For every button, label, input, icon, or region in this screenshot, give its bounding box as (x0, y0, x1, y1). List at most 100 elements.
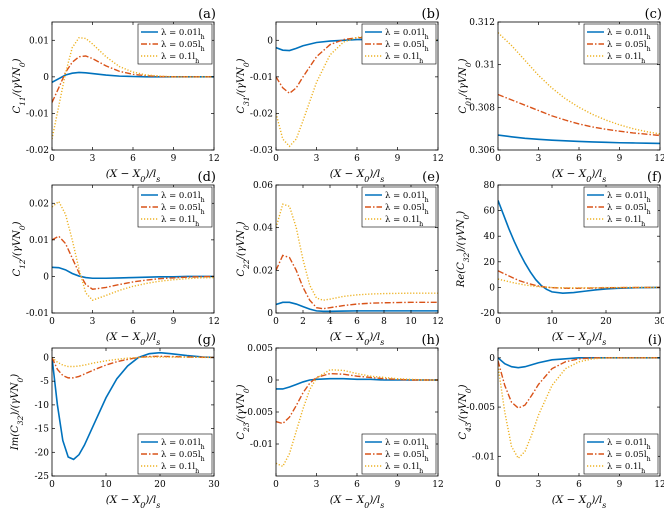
legend-label-3: λ = 0.1lh (607, 52, 645, 65)
legend-label-2: λ = 0.05lh (161, 450, 205, 463)
y-tick-label: 0 (489, 354, 495, 364)
legend-label-3: λ = 0.1lh (385, 462, 423, 475)
x-tick-label: 6 (576, 154, 582, 164)
series-line-2 (276, 254, 438, 310)
y-axis-label: C11/(γVN0) (12, 58, 27, 113)
series-line-3 (276, 203, 438, 301)
y-tick-label: 0.306 (469, 146, 495, 156)
y-tick-label: 0 (489, 283, 495, 293)
series-line-1 (52, 351, 214, 461)
axes-box (497, 184, 661, 314)
x-tick-label: 3 (314, 480, 320, 490)
y-tick-label: -25 (35, 472, 50, 482)
legend-label-1: λ = 0.01lh (161, 438, 205, 451)
x-tick-label: 9 (617, 480, 623, 490)
y-tick-label: -0.01 (250, 440, 273, 450)
panel-c: 0 3 6 9 12 0.306 0.308 0.31 0.312 (X − X0)/ls C01/… (458, 7, 664, 184)
x-axis-label: (X − X0)/ls (552, 168, 607, 184)
y-tick-label: 0 (267, 36, 273, 46)
series-line-2 (498, 357, 660, 409)
series-line-1 (498, 200, 660, 294)
y-tick-label: -0.01 (26, 109, 49, 119)
y-axis-label: C01/(γVN0) (458, 58, 473, 113)
x-tick-label: 0 (273, 154, 279, 164)
x-tick-label: 12 (432, 317, 443, 327)
panel-label: (d) (198, 170, 216, 185)
legend-label-2: λ = 0.05lh (385, 203, 429, 216)
legend-label-2: λ = 0.05lh (607, 203, 651, 216)
y-tick-label: -5 (40, 377, 49, 387)
panel-g: 0 10 20 30 -25 -20 -15 -10 -5 0 (X − X0)/ls Im(C32)… (10, 333, 220, 510)
series-line-2 (498, 270, 660, 290)
x-tick-label: 9 (171, 317, 177, 327)
x-tick-label: 3 (90, 154, 96, 164)
legend-label-2: λ = 0.05lh (161, 40, 205, 53)
axes-box (51, 347, 215, 477)
x-tick-label: 12 (432, 480, 443, 490)
series-line-1 (498, 357, 660, 369)
x-tick-label: 10 (546, 317, 558, 327)
x-tick-label: 9 (395, 154, 401, 164)
series-line-1 (276, 301, 438, 313)
legend-label-1: λ = 0.01lh (161, 28, 205, 41)
y-tick-label: 0 (43, 353, 49, 363)
x-tick-label: 12 (654, 154, 664, 164)
y-tick-label: 0.31 (475, 61, 495, 71)
y-tick-label: 0 (43, 73, 49, 83)
y-axis-label: C23/(γVN0) (236, 384, 251, 439)
x-tick-label: 0 (49, 154, 55, 164)
y-tick-label: -0.01 (472, 452, 495, 462)
y-tick-label: 0.02 (29, 199, 49, 209)
x-tick-label: 0 (495, 317, 501, 327)
y-axis-label: Re(C32)/(γVN0) (456, 211, 471, 288)
y-tick-label: 0 (267, 309, 273, 319)
x-tick-label: 6 (130, 154, 136, 164)
x-tick-label: 6 (576, 480, 582, 490)
x-tick-label: 3 (536, 480, 542, 490)
series-line-2 (52, 355, 214, 379)
y-axis-label: C12/(γVN0) (12, 221, 27, 276)
x-axis-label: (X − X0)/ls (330, 168, 385, 184)
x-tick-label: 12 (654, 480, 664, 490)
x-axis-label: (X − X0)/ls (330, 331, 385, 347)
x-tick-label: 9 (171, 154, 177, 164)
series-line-1 (52, 266, 214, 280)
series-line-1 (498, 134, 660, 145)
y-tick-label: 20 (484, 258, 496, 268)
x-tick-label: 12 (208, 154, 219, 164)
x-tick-label: 30 (654, 317, 664, 327)
panel-b: 0 3 6 9 12 -0.03 -0.02 -0.01 0 (X − X0)/ls C31/(γV… (236, 7, 444, 184)
x-tick-label: 2 (300, 317, 306, 327)
series-line-2 (52, 235, 214, 290)
y-axis-label: C31/(γVN0) (236, 58, 251, 113)
x-tick-label: 12 (208, 317, 219, 327)
y-tick-label: -0.02 (250, 109, 273, 119)
legend-label-2: λ = 0.05lh (385, 40, 429, 53)
x-tick-label: 8 (381, 317, 387, 327)
panel-label: (e) (422, 170, 440, 185)
panel-label: (h) (421, 333, 440, 348)
legend-label-2: λ = 0.05lh (385, 450, 429, 463)
x-axis-label: (X − X0)/ls (106, 331, 161, 347)
y-tick-label: -20 (35, 448, 50, 458)
x-tick-label: 10 (405, 317, 417, 327)
series-line-3 (52, 200, 214, 302)
x-tick-label: 0 (49, 480, 55, 490)
legend-label-3: λ = 0.1lh (607, 462, 645, 475)
panel-label: (c) (645, 7, 662, 22)
panel-label: (i) (648, 333, 662, 348)
x-tick-label: 0 (273, 480, 279, 490)
legend-label-1: λ = 0.01lh (385, 438, 429, 451)
series-line-2 (498, 93, 660, 137)
panel-h: 0 3 6 9 12 -0.01 -0.005 0 0.005 (X − X0)/ls C23/(γ… (236, 333, 444, 510)
y-tick-label: 0.005 (247, 344, 273, 354)
y-axis-label: Im(C32)/(γVN0) (10, 374, 25, 451)
x-tick-label: 9 (617, 154, 623, 164)
